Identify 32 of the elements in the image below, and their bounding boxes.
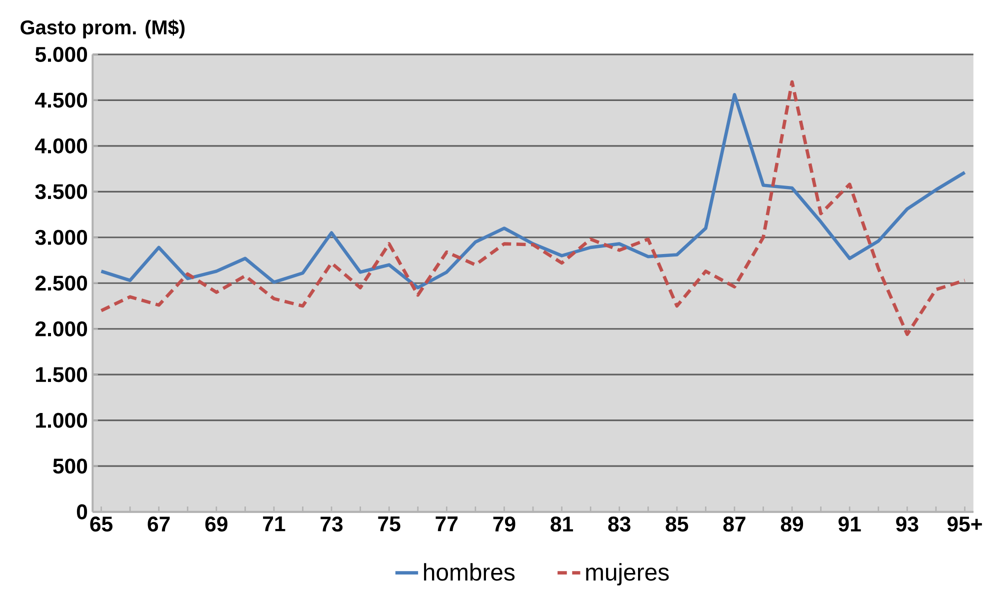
x-tick-label: 83 bbox=[608, 516, 630, 532]
y-tick-label: 3.000 bbox=[35, 230, 88, 245]
y-tick-label: 3.500 bbox=[35, 184, 88, 200]
x-tick-label: 87 bbox=[723, 516, 746, 532]
x-tick-label: 89 bbox=[780, 516, 804, 532]
x-tick-label: 75 bbox=[378, 516, 400, 532]
y-tick-label: 4.500 bbox=[35, 92, 88, 108]
y-tick-label: 2.000 bbox=[35, 321, 88, 336]
x-tick-label: 81 bbox=[550, 516, 574, 532]
x-tick-label: 73 bbox=[320, 516, 343, 532]
x-tick-label: 93 bbox=[896, 516, 918, 532]
y-axis-title: Gasto prom. (M$) bbox=[20, 20, 185, 38]
x-tick-label: 69 bbox=[205, 516, 228, 532]
y-tick-label: 2.500 bbox=[35, 276, 88, 291]
y-tick-label: 4.000 bbox=[35, 138, 88, 154]
x-tick-label: 65 bbox=[90, 516, 112, 532]
x-tick-label: 85 bbox=[666, 516, 688, 532]
line-series bbox=[100, 93, 966, 290]
x-tick-label: 67 bbox=[148, 516, 170, 532]
y-tick-label: 1.500 bbox=[36, 367, 88, 382]
y-tick-label: 0 bbox=[76, 504, 88, 520]
legend-label: mujeres bbox=[586, 563, 669, 586]
x-tick-label: 77 bbox=[436, 516, 458, 532]
x-tick-label: 71 bbox=[263, 516, 286, 532]
y-tick-label: 1.000 bbox=[36, 412, 88, 428]
y-tick-label: 5.000 bbox=[35, 46, 88, 62]
legend-label: hombres bbox=[424, 563, 515, 581]
x-tick-label: 79 bbox=[493, 516, 516, 532]
line-series bbox=[100, 80, 966, 336]
x-tick-label: 91 bbox=[838, 516, 861, 532]
x-tick-label: 95+ bbox=[947, 516, 982, 532]
y-tick-label: 500 bbox=[53, 458, 88, 474]
